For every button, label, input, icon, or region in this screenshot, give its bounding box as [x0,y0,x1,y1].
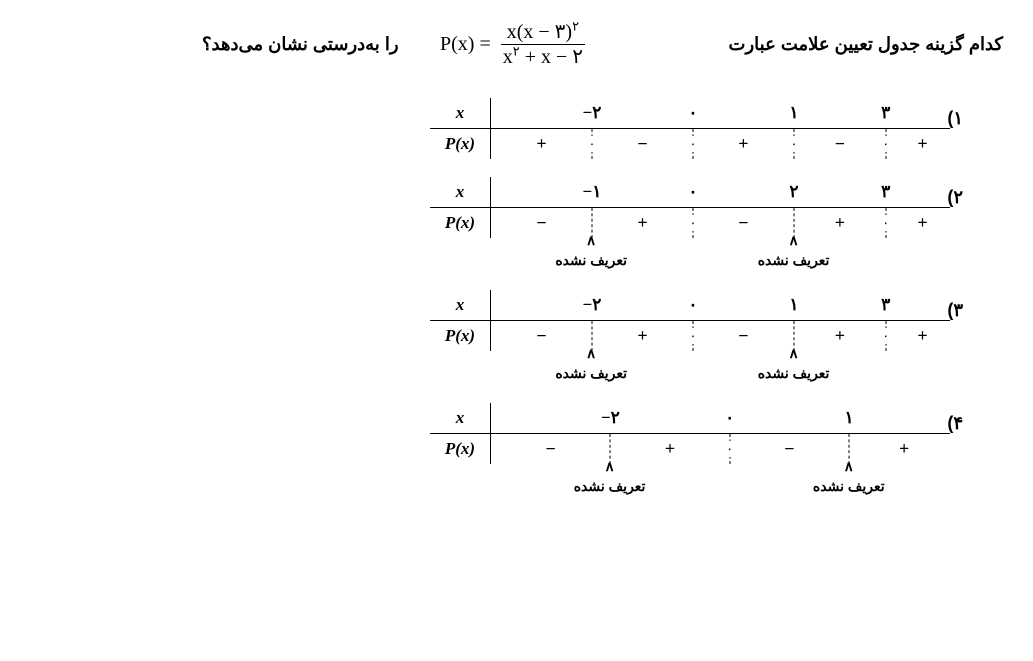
sign-value: + [738,134,748,155]
sign-row: − + − + +۰ ۰ [490,321,950,351]
undefined-marker: ∧ تعریف نشده [758,238,830,269]
critical-row: −۱ ۰ ۲ ۳ [490,177,950,207]
sign-value: − [784,439,794,460]
undefined-marker: ∧ تعریف نشده [758,351,830,382]
undefined-marker: ∧ تعریف نشده [813,464,885,495]
sign-table: x −۲ ۰ ۱ ۳ P(x) − + − + +۰ ۰ ∧ تعریف نشده ∧ تعریف نشده [430,290,950,385]
caret-up-icon: ∧ [586,351,596,359]
zero-marker: ۰ [688,328,697,344]
zero-marker: ۰ [881,215,890,231]
header-px: P(x) [430,326,490,346]
option-row: (۱x−۲۰۱۳P(x)+−+−+۰۰۰۰ [30,98,1003,159]
sign-value: + [917,134,927,155]
sign-value: − [738,326,748,347]
formula-denominator: x۲ + x − ۲ [497,45,589,69]
undefined-label: تعریف نشده [555,365,627,382]
sign-value: − [637,134,647,155]
header-x: x [430,408,490,428]
critical-value: ۳ [881,295,890,315]
undefined-marker: ∧ تعریف نشده [555,238,627,269]
critical-value: ۰ [688,103,697,123]
undefined-label: تعریف نشده [555,252,627,269]
undefined-row: ∧ تعریف نشده ∧ تعریف نشده [490,351,950,385]
undefined-marker: ∧ تعریف نشده [555,351,627,382]
critical-value: −۲ [583,103,602,123]
sign-value: + [536,134,546,155]
zero-marker: ۰ [587,136,596,152]
zero-marker: ۰ [881,328,890,344]
question-text-right: کدام گزینه جدول تعیین علامت عبارت [729,34,1003,55]
critical-value: ۳ [881,182,890,202]
critical-value: ۱ [789,103,798,123]
formula-lhs: P(x) = [440,33,491,56]
header-px: P(x) [430,213,490,233]
critical-row: −۲ ۰ ۱ ۳ [490,98,950,128]
caret-up-icon: ∧ [788,351,798,359]
undefined-label: تعریف نشده [813,478,885,495]
sign-value: − [536,213,546,234]
critical-value: −۲ [601,408,620,428]
undefined-label: تعریف نشده [758,365,830,382]
critical-value: −۱ [583,182,602,202]
sign-value: − [546,439,556,460]
sign-value: − [835,134,845,155]
sign-table: x −۲ ۰ ۱ ۳ P(x) + − + − +۰ ۰ ۰ ۰ [430,98,950,159]
undefined-row: ∧ تعریف نشده ∧ تعریف نشده [490,464,950,498]
sign-row: + − + − +۰ ۰ ۰ ۰ [490,129,950,159]
zero-marker: ۰ [725,441,734,457]
option-row: (۲x−۱۰۲۳P(x)−+−++۰۰∧تعریف نشده∧تعریف نشد… [30,177,1003,272]
sign-value: + [835,326,845,347]
sign-row: − + − +۰ [490,434,950,464]
sign-value: − [738,213,748,234]
zero-marker: ۰ [688,136,697,152]
critical-value: −۲ [583,295,602,315]
header-x: x [430,182,490,202]
undefined-row: ∧ تعریف نشده ∧ تعریف نشده [490,238,950,272]
question-formula: P(x) = x(x − ۳)۲ x۲ + x − ۲ [440,20,595,69]
formula-numerator: x(x − ۳)۲ [501,20,585,45]
sign-value: + [637,326,647,347]
question-text-left: را به‌درستی نشان می‌دهد؟ [202,34,399,55]
option-row: (۴x−۲۰۱P(x)−+−+۰∧تعریف نشده∧تعریف نشده [30,403,1003,498]
sign-value: + [917,326,927,347]
caret-up-icon: ∧ [788,238,798,246]
sign-value: − [536,326,546,347]
zero-marker: ۰ [789,136,798,152]
sign-table: x −۲ ۰ ۱ P(x) − + − +۰ ∧ تعریف نشده ∧ تعریف نشده [430,403,950,498]
critical-value: ۱ [844,408,853,428]
sign-value: + [665,439,675,460]
question-line: کدام گزینه جدول تعیین علامت عبارت P(x) =… [30,20,1003,80]
header-px: P(x) [430,134,490,154]
caret-up-icon: ∧ [844,464,854,472]
zero-marker: ۰ [688,215,697,231]
option-row: (۳x−۲۰۱۳P(x)−+−++۰۰∧تعریف نشده∧تعریف نشد… [30,290,1003,385]
critical-row: −۲ ۰ ۱ [490,403,950,433]
undefined-label: تعریف نشده [758,252,830,269]
sign-value: + [835,213,845,234]
critical-value: ۲ [789,182,798,202]
options-area: (۱x−۲۰۱۳P(x)+−+−+۰۰۰۰(۲x−۱۰۲۳P(x)−+−++۰۰… [30,98,1003,498]
formula-fraction: x(x − ۳)۲ x۲ + x − ۲ [497,20,589,69]
undefined-label: تعریف نشده [574,478,646,495]
critical-value: ۰ [688,295,697,315]
sign-value: + [917,213,927,234]
header-px: P(x) [430,439,490,459]
critical-value: ۰ [725,408,734,428]
critical-value: ۰ [688,182,697,202]
caret-up-icon: ∧ [586,238,596,246]
sign-row: − + − + +۰ ۰ [490,208,950,238]
undefined-marker: ∧ تعریف نشده [574,464,646,495]
sign-value: + [899,439,909,460]
critical-value: ۳ [881,103,890,123]
zero-marker: ۰ [881,136,890,152]
header-x: x [430,103,490,123]
sign-value: + [637,213,647,234]
critical-value: ۱ [789,295,798,315]
critical-row: −۲ ۰ ۱ ۳ [490,290,950,320]
sign-table: x −۱ ۰ ۲ ۳ P(x) − + − + +۰ ۰ ∧ تعریف نشده ∧ تعریف نشده [430,177,950,272]
header-x: x [430,295,490,315]
caret-up-icon: ∧ [604,464,614,472]
